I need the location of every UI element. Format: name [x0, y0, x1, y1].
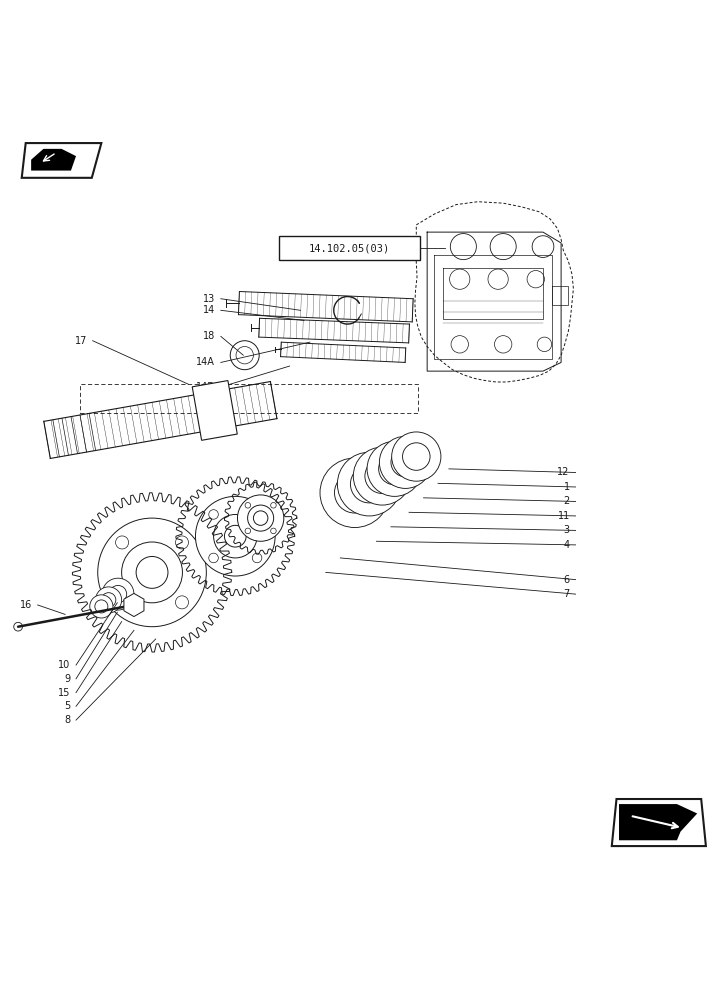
Circle shape: [195, 496, 275, 576]
Circle shape: [248, 505, 274, 531]
Circle shape: [237, 495, 284, 541]
Circle shape: [14, 622, 22, 631]
Text: 11: 11: [557, 511, 570, 521]
Circle shape: [95, 600, 108, 613]
Text: 16: 16: [20, 600, 32, 610]
Text: 4: 4: [564, 540, 570, 550]
Polygon shape: [619, 804, 697, 840]
Circle shape: [90, 595, 113, 618]
Text: 13: 13: [203, 294, 215, 304]
Polygon shape: [612, 799, 706, 846]
Circle shape: [403, 443, 430, 470]
Circle shape: [391, 448, 420, 477]
Polygon shape: [193, 381, 237, 440]
Circle shape: [392, 432, 441, 481]
Text: 14: 14: [203, 305, 215, 315]
Circle shape: [101, 593, 116, 607]
Text: 7: 7: [563, 589, 570, 599]
Text: 15: 15: [58, 688, 70, 698]
Text: 18: 18: [203, 331, 215, 341]
Text: 5: 5: [64, 701, 70, 711]
Text: 9: 9: [64, 674, 70, 684]
Text: 1: 1: [564, 482, 570, 492]
Circle shape: [365, 459, 400, 493]
Circle shape: [98, 518, 206, 627]
Circle shape: [334, 472, 375, 513]
Circle shape: [102, 578, 134, 610]
Text: 14B: 14B: [196, 382, 215, 392]
Text: 3: 3: [564, 525, 570, 535]
Circle shape: [337, 452, 401, 516]
Circle shape: [379, 453, 411, 485]
Circle shape: [109, 585, 127, 603]
Text: 12: 12: [557, 467, 570, 477]
Text: 17: 17: [75, 336, 87, 346]
Circle shape: [320, 458, 390, 528]
Text: 14.102.05(03): 14.102.05(03): [308, 243, 390, 253]
Polygon shape: [22, 143, 101, 178]
Circle shape: [353, 447, 411, 505]
Circle shape: [367, 441, 422, 496]
Text: 8: 8: [64, 715, 70, 725]
Text: 14A: 14A: [196, 357, 215, 367]
Text: 10: 10: [58, 660, 70, 670]
Bar: [279, 236, 420, 260]
Text: 6: 6: [564, 575, 570, 585]
Circle shape: [96, 587, 122, 613]
Circle shape: [122, 542, 182, 603]
Text: 2: 2: [563, 496, 570, 506]
Polygon shape: [124, 593, 144, 617]
Circle shape: [350, 465, 388, 503]
Circle shape: [379, 436, 432, 488]
Polygon shape: [31, 149, 76, 171]
Circle shape: [214, 514, 257, 558]
